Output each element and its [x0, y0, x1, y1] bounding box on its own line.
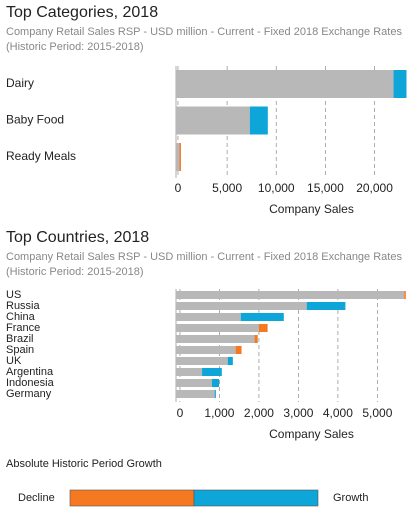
bar-segment	[176, 346, 236, 354]
balance-segment	[69, 489, 195, 507]
x-tick-label: 1,000	[204, 406, 234, 420]
bar-segment	[249, 106, 268, 135]
y-tick-label: Brazil	[6, 333, 34, 345]
chart-title: Absolute Historic Period Growth	[6, 458, 162, 470]
bar-segment	[176, 357, 228, 365]
x-tick-label: 10,000	[258, 181, 295, 195]
x-tick-label: 15,000	[307, 181, 344, 195]
y-tick-label: Argentina	[6, 366, 54, 378]
bar-segment	[176, 302, 307, 310]
balance-label: Decline	[18, 492, 55, 504]
balance-label: Growth	[333, 492, 368, 504]
bar-segment	[202, 368, 222, 376]
x-tick-label: 20,000	[356, 181, 393, 195]
y-tick-label: US	[6, 289, 21, 301]
y-tick-label: China	[6, 311, 36, 323]
y-tick-label: Dairy	[6, 76, 34, 90]
x-tick-label: 4,000	[323, 406, 353, 420]
y-tick-label: Ready Meals	[6, 149, 76, 163]
bar-segment	[393, 70, 407, 98]
y-tick-label: France	[6, 322, 40, 334]
bar-segment	[176, 368, 203, 376]
bar-segment	[176, 335, 255, 343]
bar-segment	[176, 313, 241, 321]
x-tick-label: 0	[177, 406, 184, 420]
bar-segment	[235, 346, 242, 354]
y-tick-label: UK	[6, 355, 22, 367]
y-tick-label: Russia	[6, 300, 41, 312]
bar-segment	[176, 70, 394, 98]
bar-segment	[176, 291, 405, 299]
x-tick-label: 2,000	[244, 406, 274, 420]
x-tick-label: 0	[175, 181, 182, 195]
x-tick-label: 5,000	[212, 181, 242, 195]
bar-segment	[176, 324, 259, 332]
y-tick-label: Indonesia	[6, 377, 55, 389]
chart-subtitle: Company Retail Sales RSP - USD million -…	[6, 251, 402, 278]
bar-segment	[254, 335, 258, 343]
bar-segment	[176, 143, 180, 171]
bar-segment	[176, 379, 212, 387]
chart-title: Top Countries, 2018	[6, 229, 150, 246]
x-axis-label: Company Sales	[269, 202, 354, 216]
bar-segment	[176, 106, 250, 135]
y-tick-label: Germany	[6, 388, 52, 400]
y-tick-label: Baby Food	[6, 113, 64, 127]
x-tick-label: 3,000	[283, 406, 313, 420]
x-tick-label: 5,000	[362, 406, 392, 420]
bar-segment	[176, 390, 215, 398]
chart-title: Top Categories, 2018	[6, 4, 159, 21]
bar-segment	[179, 143, 181, 171]
bar-segment	[258, 324, 268, 332]
bar-segment	[404, 291, 406, 299]
balance-segment	[193, 489, 319, 507]
bar-segment	[214, 390, 216, 398]
bar-segment	[227, 357, 233, 365]
bar-segment	[306, 302, 346, 310]
y-tick-label: Spain	[6, 344, 34, 356]
x-axis-label: Company Sales	[269, 427, 354, 441]
bar-segment	[211, 379, 220, 387]
chart-subtitle: Company Retail Sales RSP - USD million -…	[6, 26, 402, 53]
bar-segment	[240, 313, 284, 321]
